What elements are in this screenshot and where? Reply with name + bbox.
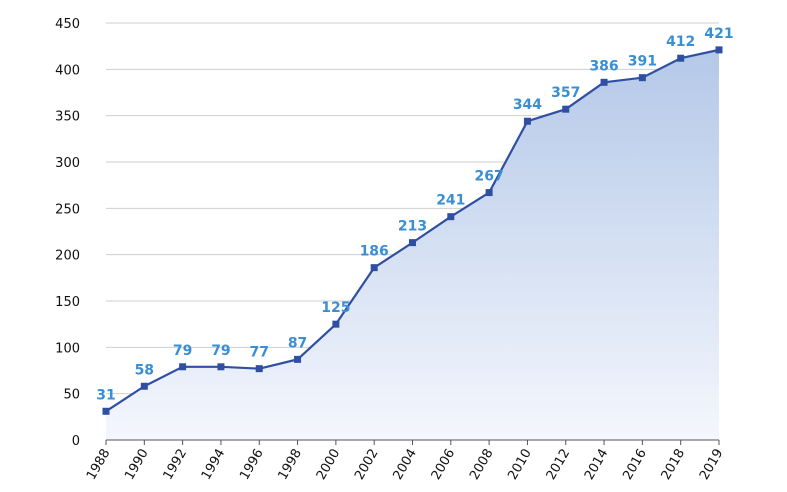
x-tick-label: 2014 [582, 447, 612, 483]
data-label: 79 [173, 343, 192, 359]
data-point [140, 382, 148, 390]
data-label: 79 [211, 343, 230, 359]
data-label: 77 [250, 345, 269, 361]
x-tick-label: 2012 [544, 447, 574, 483]
y-tick-label: 0 [72, 434, 80, 449]
y-tick-label: 400 [55, 63, 80, 78]
x-tick-label: 2016 [620, 447, 650, 483]
y-axis-ticks: 0 50 100 150 200 250 300 350 400 450 [55, 17, 80, 449]
data-point [447, 213, 455, 221]
data-label: 391 [628, 54, 657, 70]
y-tick-label: 150 [55, 295, 80, 310]
data-label: 31 [96, 387, 115, 403]
data-point [179, 363, 187, 371]
data-label: 186 [360, 244, 389, 260]
data-label: 421 [704, 26, 733, 42]
x-tick-label: 2018 [659, 447, 689, 483]
x-tick-label: 1988 [84, 447, 114, 483]
data-point [409, 239, 416, 247]
data-point [677, 54, 685, 62]
data-point [600, 78, 608, 86]
x-tick-label: 2010 [505, 447, 535, 483]
x-tick-label: 2000 [314, 447, 344, 483]
x-tick-label: 2008 [467, 447, 497, 483]
data-point [255, 365, 263, 373]
data-point [217, 363, 225, 371]
x-tick-label: 1992 [161, 447, 191, 483]
data-label: 241 [436, 193, 465, 209]
x-tick-label: 1994 [199, 447, 229, 483]
y-tick-label: 200 [55, 249, 80, 264]
data-label: 267 [475, 169, 504, 185]
x-tick-label: 2002 [352, 447, 382, 483]
data-point [370, 264, 378, 272]
data-label: 386 [589, 58, 618, 74]
data-point [332, 320, 340, 328]
y-tick-label: 300 [55, 156, 80, 171]
x-axis-ticks: 1988 1990 1992 1994 1996 1998 2000 2002 2004 2006… [84, 447, 727, 483]
data-point [294, 355, 302, 363]
data-point [523, 117, 531, 125]
y-tick-label: 50 [63, 388, 80, 403]
x-tick-label: 2004 [390, 447, 420, 483]
y-tick-label: 450 [55, 17, 80, 32]
data-point [638, 74, 646, 82]
x-tick-label: 2019 [697, 447, 727, 483]
data-point [715, 46, 723, 54]
x-tick-label: 1998 [275, 447, 305, 483]
data-label: 357 [551, 85, 580, 101]
data-label: 87 [288, 335, 307, 351]
grid-lines [106, 22, 719, 395]
data-label: 213 [398, 219, 427, 235]
axes [105, 439, 720, 445]
data-point [562, 105, 570, 113]
data-labels: 31 58 79 79 77 87 125 186 213 241 267 344 357 386 391 4… [96, 26, 733, 403]
x-tick-label: 1990 [122, 447, 152, 483]
y-tick-label: 250 [55, 202, 80, 217]
data-point [102, 407, 110, 415]
data-label: 344 [513, 97, 542, 113]
x-tick-label: 1996 [237, 447, 267, 483]
data-label: 412 [666, 34, 695, 50]
data-point [485, 189, 493, 197]
x-tick-label: 2006 [429, 447, 459, 483]
y-tick-label: 100 [55, 341, 80, 356]
markers [102, 46, 723, 415]
data-label: 125 [321, 300, 350, 316]
data-label: 58 [135, 362, 154, 378]
y-tick-label: 350 [55, 110, 80, 125]
